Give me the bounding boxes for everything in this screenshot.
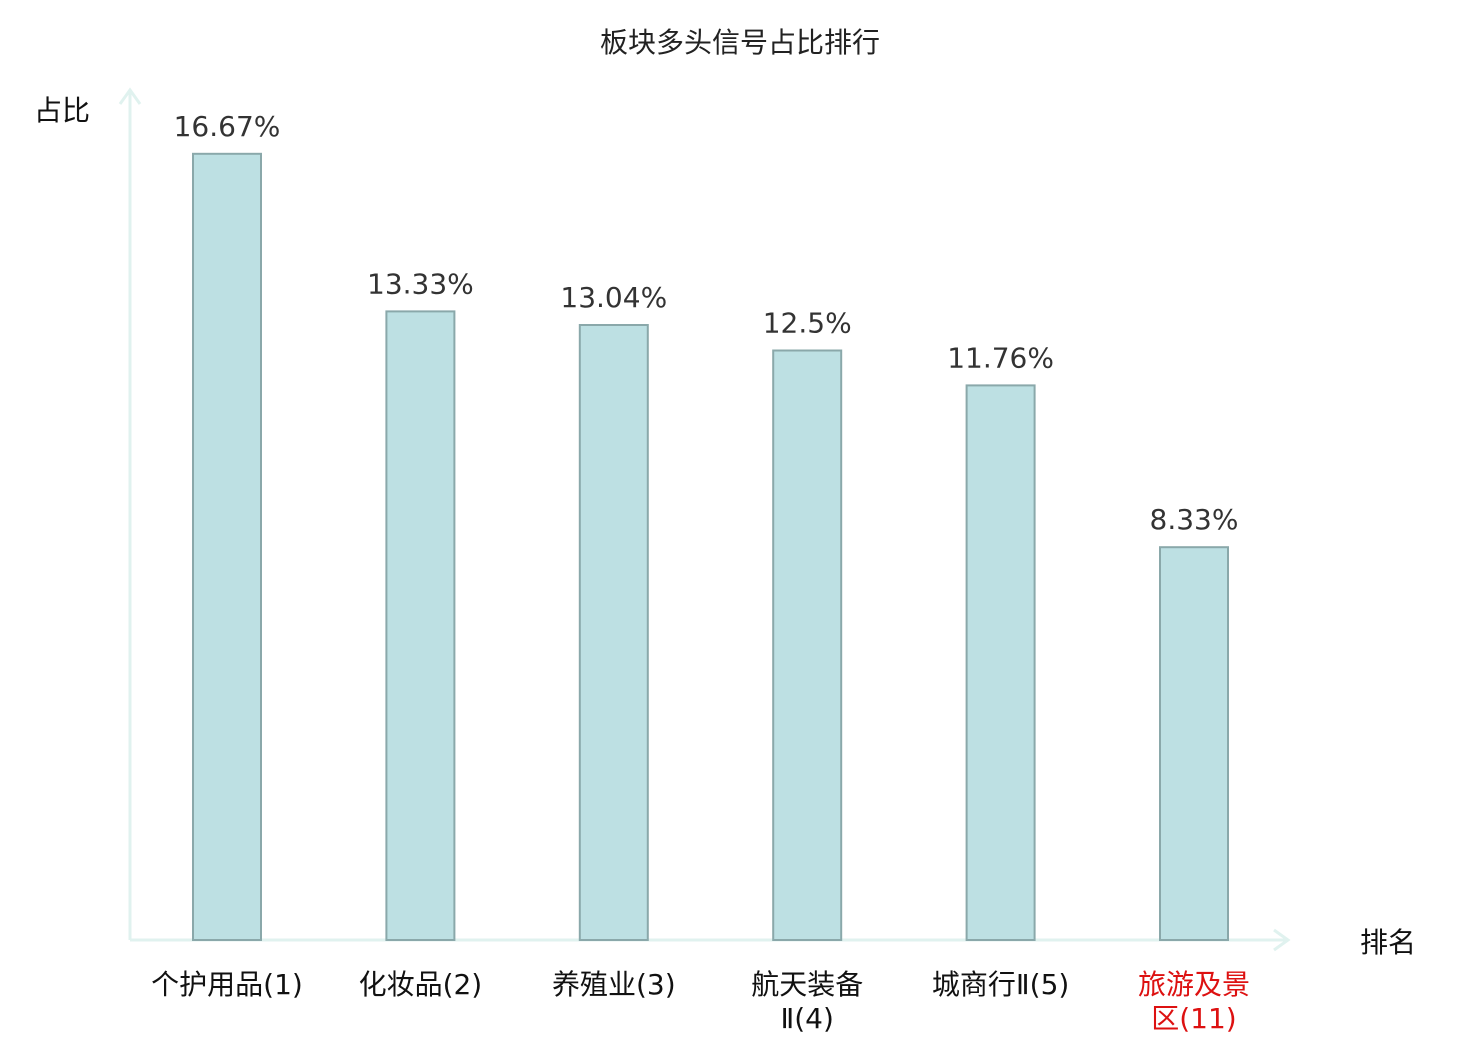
bar-2 (385, 310, 456, 941)
category-label-1: 个护用品(1) (151, 968, 303, 1001)
category-label-line: 航天装备 (751, 968, 863, 1001)
category-label-4: 航天装备 Ⅱ(4) (751, 968, 863, 1035)
category-label-5: 城商行Ⅱ(5) (932, 968, 1069, 1001)
value-label-2: 13.33% (367, 267, 474, 300)
value-labels: 16.67% 13.33% 13.04% 12.5% 11.76% 8.33% (174, 110, 1239, 536)
bar-5 (965, 384, 1036, 941)
value-label-1: 16.67% (174, 110, 281, 143)
category-label-line: 个护用品(1) (151, 968, 303, 1001)
bar-series (192, 152, 1229, 942)
category-labels: 个护用品(1) 化妆品(2) 养殖业(3) 航天装备 Ⅱ(4) 城商行Ⅱ(5) 旅游及景区(… (151, 968, 1250, 1035)
value-label-5: 11.76% (947, 341, 1054, 374)
y-axis-label: 占比 (34, 94, 90, 127)
category-label-line: 区(11) (1151, 1002, 1236, 1035)
chart-title: 板块多头信号占比排行 (600, 26, 880, 59)
x-axis-arrow (1273, 928, 1291, 952)
category-label-line: 化妆品(2) (359, 968, 483, 1001)
category-label-line: 城商行Ⅱ(5) (932, 968, 1069, 1001)
category-label-3: 养殖业(3) (552, 968, 676, 1001)
bar-1 (192, 152, 262, 942)
category-label-line: 旅游及景 (1138, 968, 1250, 1001)
category-label-6: 旅游及景区(11) (1138, 968, 1250, 1035)
value-label-3: 13.04% (560, 281, 667, 314)
bar-3 (578, 324, 649, 941)
axes (118, 87, 1291, 952)
value-label-6: 8.33% (1150, 503, 1239, 536)
value-label-4: 12.5% (763, 307, 852, 340)
bar-4 (772, 349, 843, 941)
category-label-line: Ⅱ(4) (780, 1002, 833, 1035)
category-label-2: 化妆品(2) (359, 968, 483, 1001)
bar-6 (1159, 546, 1229, 941)
y-axis-arrow (118, 87, 142, 105)
category-label-line: 养殖业(3) (552, 968, 676, 1001)
x-axis-label: 排名 (1360, 926, 1416, 959)
